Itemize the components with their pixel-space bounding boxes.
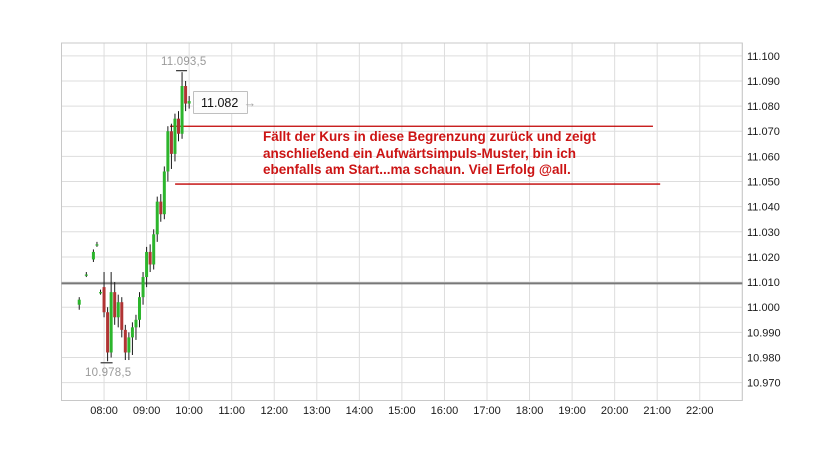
last-price-box: 11.082 → — [193, 91, 256, 114]
svg-text:10.990: 10.990 — [747, 327, 781, 339]
svg-text:11.010: 11.010 — [747, 277, 780, 289]
grid-lines — [61, 42, 743, 401]
svg-text:14:00: 14:00 — [346, 405, 374, 417]
candle-down — [159, 201, 163, 215]
svg-text:11.070: 11.070 — [747, 126, 780, 138]
candle-up — [99, 292, 103, 294]
svg-text:11.040: 11.040 — [747, 202, 780, 214]
svg-text:11.100: 11.100 — [747, 51, 780, 63]
svg-text:12:00: 12:00 — [260, 405, 288, 417]
candle-up — [173, 118, 177, 154]
candle-down — [177, 118, 181, 134]
svg-text:10:00: 10:00 — [175, 405, 203, 417]
candle-up — [116, 302, 120, 318]
candle-up — [134, 319, 138, 328]
svg-text:17:00: 17:00 — [473, 405, 501, 417]
svg-text:15:00: 15:00 — [388, 405, 416, 417]
svg-text:11.090: 11.090 — [747, 76, 780, 88]
svg-text:18:00: 18:00 — [516, 405, 544, 417]
annotation-line-1: Fällt der Kurs in diese Begrenzung zurüc… — [263, 129, 597, 144]
candle-up — [77, 299, 81, 305]
candle-down — [113, 292, 117, 318]
svg-text:11.060: 11.060 — [747, 151, 780, 163]
range-lines — [170, 125, 661, 185]
candle-up — [187, 101, 191, 104]
candle-up — [152, 234, 156, 265]
right-arrow-icon: → — [243, 95, 257, 110]
last-price-value: 11.082 — [201, 95, 239, 110]
candle-down — [102, 287, 106, 313]
candle-up — [130, 327, 134, 338]
svg-text:11.000: 11.000 — [747, 302, 780, 314]
candle-up — [155, 201, 159, 235]
candle-up — [91, 251, 95, 260]
svg-text:10.980: 10.980 — [747, 353, 781, 365]
svg-text:20:00: 20:00 — [601, 405, 629, 417]
svg-text:22:00: 22:00 — [686, 405, 714, 417]
svg-text:11.050: 11.050 — [747, 177, 780, 189]
candle-up — [95, 244, 99, 246]
candle-up — [180, 85, 184, 134]
candle-down — [169, 131, 173, 154]
svg-text:21:00: 21:00 — [643, 405, 671, 417]
candle-up — [166, 131, 170, 172]
candle-up — [162, 171, 166, 215]
candle-down — [106, 312, 110, 353]
svg-text:08:00: 08:00 — [90, 405, 118, 417]
candle-up — [145, 251, 149, 278]
annotation-line-2: anschließend ein Aufwärtsimpuls-Muster, … — [263, 145, 577, 161]
svg-text:11.080: 11.080 — [747, 101, 780, 113]
candle-up — [138, 297, 142, 320]
candle-down — [123, 329, 127, 353]
low-price-label: 10.978,5 — [85, 367, 132, 379]
svg-text:16:00: 16:00 — [431, 405, 459, 417]
svg-text:09:00: 09:00 — [133, 405, 161, 417]
candles — [77, 72, 191, 362]
svg-text:19:00: 19:00 — [558, 405, 586, 417]
svg-text:10.970: 10.970 — [747, 378, 781, 390]
candle-up — [127, 337, 131, 353]
svg-text:13:00: 13:00 — [303, 405, 331, 417]
trader-annotation: Fällt der Kurs in diese Begrenzung zurüc… — [263, 129, 603, 179]
candle-down — [184, 85, 188, 104]
y-axis-labels: 11.100 11.090 11.080 11.070 11.060 11.050 11.0… — [747, 51, 781, 390]
high-price-label: 11.093,5 — [161, 56, 207, 68]
candle-down — [148, 251, 152, 265]
svg-text:11.030: 11.030 — [747, 227, 780, 239]
annotation-line-3: ebenfalls am Start...ma schaun. Viel Erf… — [263, 162, 571, 177]
candle-up — [141, 277, 145, 298]
candle-up — [109, 292, 113, 353]
svg-text:11:00: 11:00 — [218, 405, 245, 417]
candle-down — [120, 302, 124, 330]
svg-text:11.020: 11.020 — [747, 252, 780, 264]
candle-up — [84, 274, 88, 276]
x-axis-labels: 08:00 09:00 10:00 11:00 12:00 13:00 14:00 15:00… — [90, 405, 713, 417]
